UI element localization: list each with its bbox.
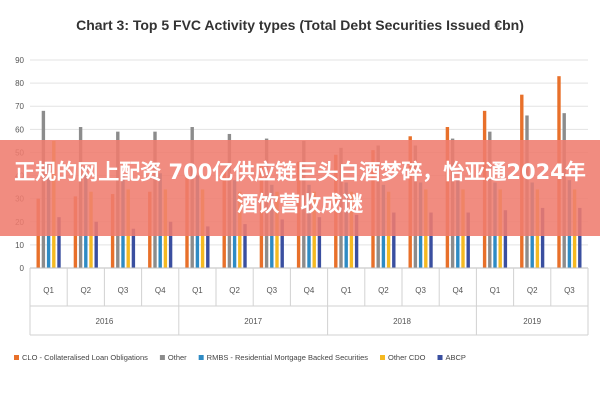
legend-swatch: [159, 355, 165, 360]
bar: [206, 226, 210, 268]
y-tick-label: 0: [20, 264, 25, 273]
chart-title: Chart 3: Top 5 FVC Activity types (Total…: [76, 17, 524, 33]
x-tick-label: Q1: [341, 286, 352, 295]
legend: CLO - Collateralised Loan Obligations Oth…: [14, 353, 466, 362]
bar: [540, 207, 545, 268]
bar: [466, 212, 470, 268]
bar: [503, 210, 508, 268]
x-tick-label: Q2: [527, 286, 538, 295]
bar: [317, 217, 322, 268]
year-label: 2017: [244, 317, 262, 326]
x-tick-label: Q3: [118, 286, 129, 295]
bar: [280, 219, 284, 268]
legend-swatch: [437, 355, 443, 360]
bar: [578, 207, 582, 268]
legend-label: RMBS - Residential Mortgage Backed Secur…: [207, 353, 369, 362]
x-tick-label: Q4: [155, 286, 166, 295]
year-label: 2019: [523, 317, 541, 326]
bar: [354, 214, 359, 268]
headline-banner: 正规的网上配资 700亿供应链巨头白酒梦碎，怡亚通2024年酒饮营收成谜: [0, 140, 600, 236]
headline-text: 正规的网上配资 700亿供应链巨头白酒梦碎，怡亚通2024年酒饮营收成谜: [14, 160, 586, 216]
x-tick-label: Q1: [43, 286, 54, 295]
year-label: 2016: [96, 317, 114, 326]
x-tick-label: Q4: [452, 286, 463, 295]
bar: [57, 217, 61, 268]
x-tick-label: Q2: [80, 286, 91, 295]
x-tick-label: Q1: [192, 286, 203, 295]
x-tick-label: Q3: [266, 286, 277, 295]
legend-swatch: [198, 355, 204, 360]
legend-swatch: [380, 355, 385, 360]
y-tick-label: 80: [15, 79, 24, 88]
x-axis-year-groups: 2016 2017 2018 2019: [29, 306, 589, 335]
x-tick-label: Q4: [304, 286, 315, 295]
year-label: 2018: [393, 317, 411, 326]
x-axis-ticks: Q1 Q2 Q3 Q4 Q1 Q2 Q3 Q4 Q1 Q2 Q3 Q4 Q1 Q2 Q3: [29, 267, 589, 336]
x-tick-label: Q3: [564, 286, 575, 295]
y-tick-label: 10: [15, 241, 24, 250]
y-tick-label: 70: [15, 102, 24, 111]
legend-swatch: [14, 355, 19, 360]
x-tick-label: Q1: [490, 286, 501, 295]
y-tick-label: 90: [15, 56, 24, 65]
bar: [168, 221, 173, 268]
y-tick-label: 60: [15, 125, 24, 134]
bar: [429, 212, 433, 268]
x-tick-label: Q3: [415, 286, 426, 295]
bar: [131, 228, 136, 268]
legend-label: Other CDO: [388, 353, 426, 362]
legend-label: CLO - Collateralised Loan Obligations: [22, 353, 148, 362]
x-tick-label: Q2: [378, 286, 389, 295]
bar: [243, 224, 247, 268]
bar: [392, 212, 396, 268]
legend-label: Other: [168, 353, 187, 362]
x-tick-label: Q2: [229, 286, 240, 295]
bar: [94, 221, 98, 268]
legend-label: ABCP: [446, 353, 466, 362]
